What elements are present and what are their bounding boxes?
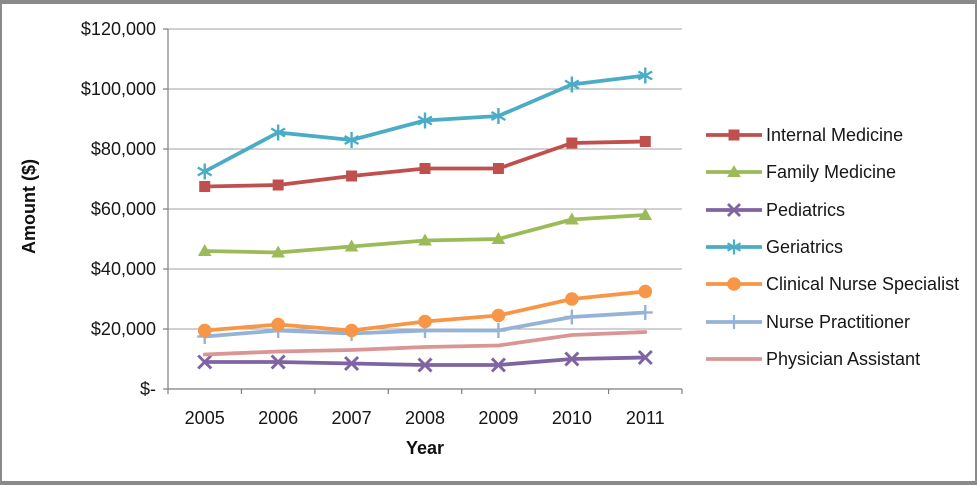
data-point-marker — [638, 208, 653, 220]
data-point-marker — [492, 163, 504, 174]
series-family-medicine — [197, 208, 653, 258]
series-geriatrics — [197, 67, 653, 180]
data-point-marker — [418, 314, 432, 329]
y-axis-tick-label: $100,000 — [80, 79, 156, 99]
x-axis-tick-label: 2010 — [551, 408, 592, 428]
data-point-marker — [272, 179, 284, 191]
data-point-marker — [490, 323, 506, 338]
series-pediatrics — [197, 349, 653, 373]
y-axis-tick-label: $- — [139, 379, 156, 399]
data-point-marker — [564, 76, 580, 93]
data-point-marker — [490, 108, 506, 124]
data-point-marker — [271, 317, 285, 332]
x-axis-tick-label: 2007 — [331, 408, 372, 428]
data-point-marker — [417, 112, 433, 129]
data-point-marker — [491, 232, 506, 244]
data-point-marker — [638, 284, 653, 299]
x-axis-tick-label: 2005 — [184, 408, 225, 428]
data-point-marker — [270, 124, 286, 141]
data-point-marker — [344, 355, 360, 372]
data-point-marker — [564, 309, 580, 325]
x-axis-tick-label: 2006 — [258, 408, 299, 428]
x-axis-title: Year — [405, 438, 445, 458]
data-point-marker — [271, 245, 285, 258]
y-axis-tick-label: $120,000 — [80, 19, 156, 39]
data-point-marker — [197, 163, 213, 180]
data-point-marker — [639, 136, 651, 147]
x-axis-tick-label: 2008 — [404, 408, 446, 428]
data-point-marker — [197, 354, 213, 370]
data-point-marker — [199, 181, 211, 192]
data-point-marker — [419, 163, 431, 174]
x-axis-tick-label: 2011 — [625, 408, 665, 428]
data-point-marker — [346, 170, 358, 182]
y-axis-tick-label: $60,000 — [90, 199, 156, 219]
series-clinical-nurse-specialist — [197, 284, 653, 338]
data-point-marker — [418, 233, 432, 246]
data-point-marker — [637, 349, 653, 366]
data-point-marker — [566, 137, 578, 149]
data-point-marker — [344, 239, 359, 252]
y-axis-tick-label: $80,000 — [90, 139, 156, 159]
y-axis-title: Amount ($) — [19, 159, 39, 254]
data-point-marker — [565, 292, 579, 306]
data-point-marker — [197, 323, 212, 338]
data-point-marker — [344, 132, 360, 148]
data-point-marker — [490, 357, 506, 373]
data-point-marker — [637, 305, 653, 320]
y-axis-tick-label: $40,000 — [90, 259, 156, 279]
data-point-marker — [417, 357, 433, 373]
data-point-marker — [564, 351, 580, 367]
series-internal-medicine — [199, 136, 651, 192]
x-axis-tick-label: 2009 — [478, 408, 519, 428]
data-point-marker — [270, 354, 286, 370]
data-point-marker — [197, 244, 212, 256]
line-chart — [163, 28, 683, 394]
data-point-marker — [637, 67, 653, 84]
data-point-marker — [491, 308, 506, 323]
y-axis-tick-label: $20,000 — [90, 319, 156, 339]
data-point-marker — [344, 323, 359, 338]
series-physician-assistant — [202, 330, 648, 357]
data-point-marker — [565, 212, 579, 225]
